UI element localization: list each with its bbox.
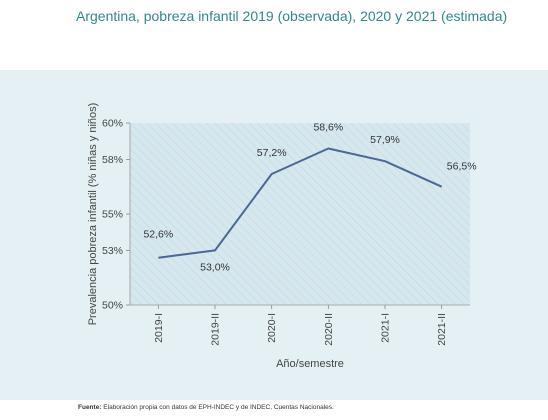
- y-tick-label: 58%: [102, 154, 123, 166]
- x-tick-label: 2019-II: [210, 313, 222, 346]
- data-label: 57,2%: [257, 147, 287, 159]
- plot-area: [130, 123, 470, 305]
- x-axis-title: Año/semestre: [276, 358, 344, 370]
- source-note: Fuente: Elaboración propia con datos de …: [78, 404, 334, 411]
- data-labels: 52,6% 53,0% 57,2% 58,6% 57,9% 56,5%: [143, 121, 476, 273]
- source-text: Elaboración propia con datos de EPH-INDE…: [103, 404, 334, 411]
- x-tick-label: 2020-I: [266, 313, 278, 343]
- x-axis-ticks: 2019-I 2019-II 2020-I 2020-II 2021-I 2021-II: [153, 305, 448, 346]
- y-tick-label: 50%: [102, 300, 123, 312]
- y-tick-label: 55%: [102, 209, 123, 221]
- line-chart: 50% 53% 55% 58% 60% 2019-I 2019-II 2020-I 2020-…: [87, 103, 477, 370]
- y-axis-title: Prevalencia pobreza infantil (% niñas y …: [87, 103, 99, 326]
- x-tick-label: 2021-II: [436, 313, 448, 346]
- y-tick-label: 60%: [102, 118, 123, 130]
- data-label: 53,0%: [200, 261, 230, 273]
- y-tick-label: 53%: [102, 245, 123, 257]
- x-tick-label: 2019-I: [153, 313, 165, 343]
- data-label: 56,5%: [447, 161, 477, 173]
- data-label: 57,9%: [370, 134, 400, 146]
- y-axis-ticks: 50% 53% 55% 58% 60%: [102, 118, 130, 312]
- series-line: [158, 147, 443, 259]
- data-label: 58,6%: [313, 121, 343, 133]
- data-label: 52,6%: [143, 229, 173, 241]
- x-tick-label: 2021-I: [380, 313, 392, 343]
- x-tick-label: 2020-II: [323, 313, 335, 346]
- source-label: Fuente:: [78, 404, 102, 411]
- chart-title: Argentina, pobreza infantil 2019 (observ…: [76, 8, 508, 24]
